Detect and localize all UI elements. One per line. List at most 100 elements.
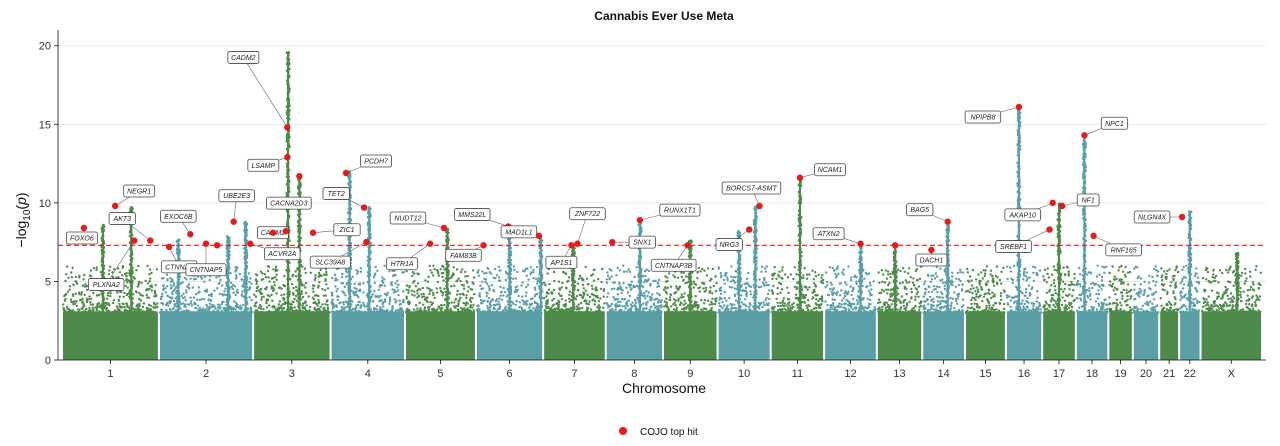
chromosome-3-snp-point — [265, 311, 267, 313]
chromosome-5-snp-point — [456, 293, 458, 295]
chromosome-7-snp-point — [552, 309, 554, 311]
chromosome-6-snp-point — [489, 302, 491, 304]
chromosome-10-snp-point — [766, 265, 768, 267]
chromosome-8-dense-band — [607, 311, 662, 360]
chromosome-1-snp-point — [146, 265, 148, 267]
chromosome-10-snp-point — [743, 283, 745, 285]
chromosome-9-snp-point — [677, 299, 679, 301]
chromosome-7-snp-point — [582, 295, 584, 297]
chromosome-10-snp-point — [768, 289, 770, 291]
chromosome-3-snp-point — [314, 274, 316, 276]
chromosome-2-snp-point — [167, 304, 169, 306]
chromosome-2-snp-point — [202, 310, 204, 312]
chromosome-2-snp-point — [200, 276, 202, 278]
chromosome-7-snp-point — [593, 268, 595, 270]
chromosome-1-snp-point — [83, 312, 85, 314]
chromosome-5-snp-point — [461, 293, 463, 295]
chromosome-10-snp-point — [723, 304, 725, 306]
chromosome-8-snp-point — [619, 285, 621, 287]
chromosome-3-snp-point — [278, 303, 280, 305]
chromosome-8-snp-point — [607, 304, 609, 306]
chromosome-5-snp-point — [441, 294, 443, 296]
chromosome-7-snp-point — [581, 307, 583, 309]
chromosome-3-snp-point — [313, 285, 315, 287]
chromosome-9-snp-point — [711, 292, 713, 294]
chromosome-5-snp-point — [415, 304, 417, 306]
chromosome-6-snp-point — [535, 302, 537, 304]
chromosome-5-snp-point — [453, 305, 455, 307]
chromosome-3-snp-point — [282, 284, 284, 286]
chromosome-8-snp-point — [607, 275, 609, 277]
chromosome-10-snp-point — [768, 298, 770, 300]
chromosome-4-snp-point — [393, 289, 395, 291]
chromosome-7-snp-point — [562, 309, 564, 311]
chromosome-8-snp-point — [646, 280, 648, 282]
chromosome-5-snp-point — [473, 309, 475, 311]
chromosome-6-snp-point — [494, 277, 496, 279]
chromosome-9-snp-point — [663, 289, 665, 291]
chromosome-10-snp-point — [746, 278, 748, 280]
chromosome-8-snp-point — [608, 312, 610, 314]
chromosome-3-snp-point — [280, 307, 282, 309]
chromosome-3-snp-point — [272, 277, 274, 279]
chromosome-10-snp-point — [742, 303, 744, 305]
chromosome-3-snp-point — [270, 294, 272, 296]
chromosome-2-snp-point — [185, 291, 187, 293]
chromosome-2-dense-band — [160, 311, 252, 360]
chromosome-11-snp-point — [783, 305, 785, 307]
chromosome-12-snp-point — [866, 285, 868, 287]
chromosome-8-snp-point — [622, 282, 624, 284]
chromosome-1-dense-band — [63, 311, 158, 360]
chromosome-7-snp-point — [585, 266, 587, 268]
chromosome-6-snp-point — [489, 306, 491, 308]
chromosome-7-snp-point — [598, 300, 600, 302]
chromosome-5-snp-point — [405, 270, 407, 272]
chromosome-7-snp-point — [543, 297, 545, 299]
chromosome-10-snp-point — [723, 279, 725, 281]
chromosome-4-snp-point — [402, 299, 404, 301]
chromosome-2-snp-point — [249, 277, 251, 279]
chromosome-7-snp-point — [552, 304, 554, 306]
chromosome-3-snp-point — [320, 269, 322, 271]
chromosome-1-snp-point — [125, 285, 127, 287]
chromosome-4-snp-point — [380, 299, 382, 301]
chromosome-5-snp-point — [408, 285, 410, 287]
chromosome-3-snp-point — [318, 281, 320, 283]
chromosome-4-snp-point — [373, 276, 375, 278]
chromosome-6-snp-point — [503, 312, 505, 314]
chromosome-8-snp-point — [617, 293, 619, 295]
chromosome-9-points — [663, 239, 718, 360]
chromosome-8-snp-point — [653, 303, 655, 305]
chromosome-9-snp-point — [673, 303, 675, 305]
chromosome-3-snp-point — [271, 306, 273, 308]
chromosome-8-snp-point — [617, 301, 619, 303]
chromosome-3-snp-point — [267, 270, 269, 272]
chromosome-1-snp-point — [151, 284, 153, 286]
chromosome-3-snp-point — [282, 303, 284, 305]
chromosome-1-snp-point — [84, 283, 86, 285]
chromosome-8-snp-point — [619, 301, 621, 303]
chromosome-1-snp-point — [71, 276, 73, 278]
chromosome-4-snp-point — [352, 276, 354, 278]
chromosome-5-snp-point — [415, 285, 417, 287]
chromosome-9-snp-point — [696, 277, 698, 279]
chromosome-8-snp-point — [619, 269, 621, 271]
chromosome-11-snp-point — [781, 266, 783, 268]
chromosome-6-snp-point — [521, 311, 523, 313]
chromosome-9-snp-point — [672, 274, 674, 276]
chromosome-7-snp-point — [602, 311, 604, 313]
chromosome-2-snp-point — [196, 298, 198, 300]
chromosome-6-snp-point — [486, 305, 488, 307]
chromosome-2-snp-point — [232, 288, 234, 290]
chromosome-11-snp-point — [782, 300, 784, 302]
chromosome-4-snp-point — [336, 288, 338, 290]
chromosome-1-snp-point — [154, 290, 156, 292]
chromosome-1-snp-point — [125, 279, 127, 281]
chromosome-8-snp-point — [625, 287, 627, 289]
chromosome-1-snp-point — [90, 275, 92, 277]
chromosome-4-snp-point — [374, 272, 376, 274]
chromosome-6-snp-point — [485, 292, 487, 294]
chromosome-10-snp-point — [720, 272, 722, 274]
chromosome-3-snp-point — [314, 277, 316, 279]
chromosome-2-snp-point — [189, 278, 191, 280]
